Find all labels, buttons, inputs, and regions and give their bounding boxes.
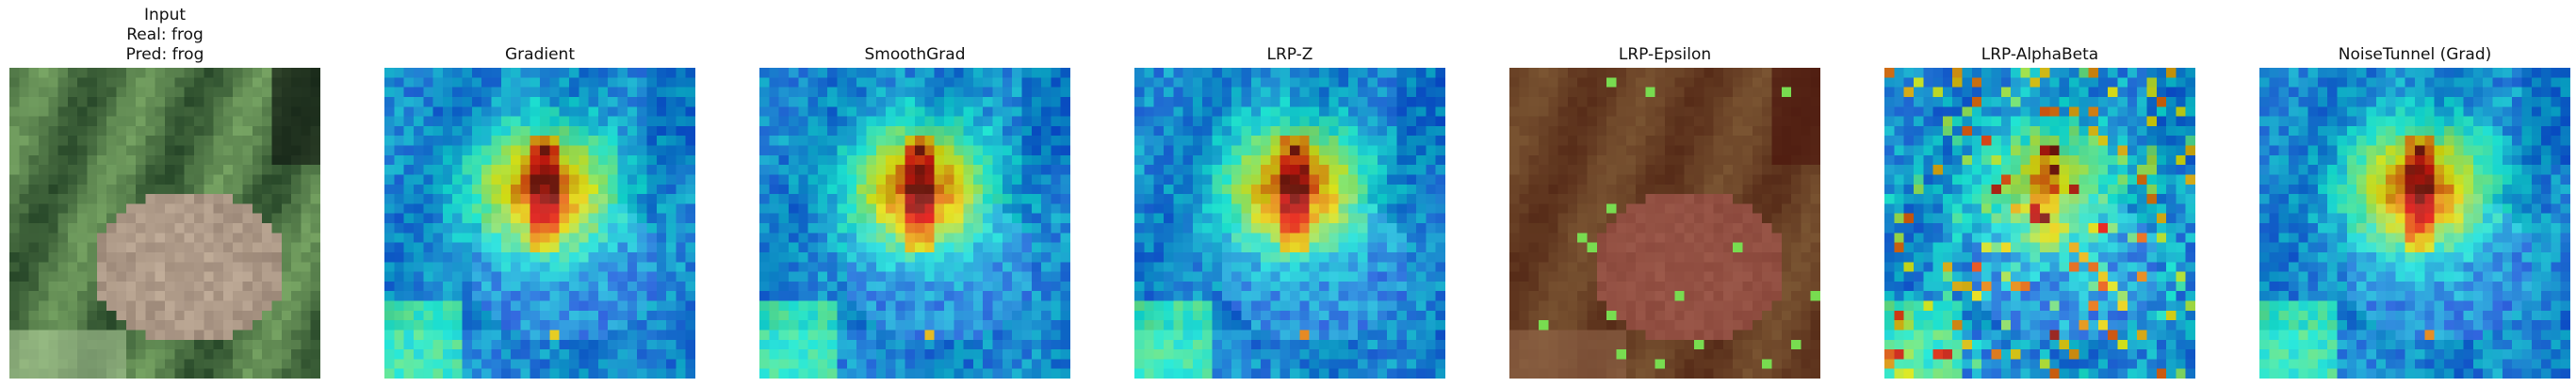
lrp-epsilon-heatmap xyxy=(1509,68,1820,379)
panel-title: LRP-Z xyxy=(1266,45,1313,64)
lrp-z-heatmap xyxy=(1134,68,1445,379)
gradient-heatmap xyxy=(384,68,695,379)
panel-lrp-alphabeta: LRP-AlphaBeta xyxy=(1884,0,2195,387)
panel-title-pred-label: Pred: frog xyxy=(125,45,204,64)
panel-noisetunnel: NoiseTunnel (Grad) xyxy=(2259,0,2570,387)
panel-title: NoiseTunnel (Grad) xyxy=(2338,45,2492,64)
panel-smoothgrad: SmoothGrad xyxy=(759,0,1070,387)
panel-lrp-epsilon: LRP-Epsilon xyxy=(1509,0,1820,387)
input-image xyxy=(9,68,320,379)
panel-title-real-label: Real: frog xyxy=(126,25,204,44)
smoothgrad-heatmap xyxy=(759,68,1070,379)
panel-input: Input Real: frog Pred: frog xyxy=(9,0,320,387)
panel-title: LRP-Epsilon xyxy=(1618,45,1712,64)
panel-title-line-1: Input xyxy=(143,6,187,24)
panel-title: SmoothGrad xyxy=(864,45,966,64)
panel-title: Gradient xyxy=(505,45,575,64)
panel-gradient: Gradient xyxy=(384,0,695,387)
panel-lrp-z: LRP-Z xyxy=(1134,0,1445,387)
noisetunnel-heatmap xyxy=(2259,68,2570,379)
lrp-alphabeta-heatmap xyxy=(1884,68,2195,379)
panel-title: LRP-AlphaBeta xyxy=(1981,45,2099,64)
